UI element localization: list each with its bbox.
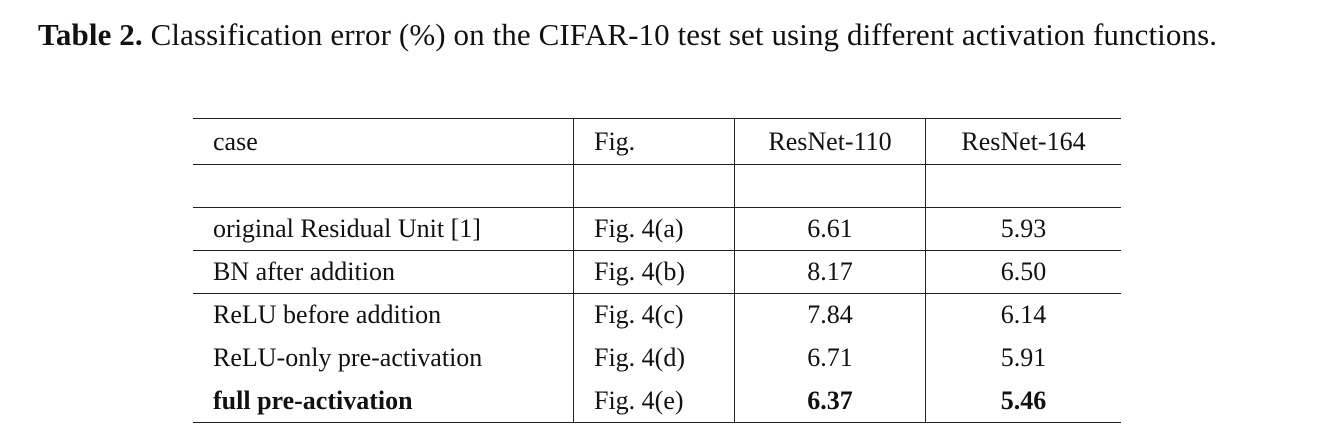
row-case: original Residual Unit [1] bbox=[193, 207, 574, 251]
row-resnet-110: 8.17 bbox=[734, 250, 926, 294]
row-fig: Fig. 4(e) bbox=[573, 379, 735, 423]
table-row: original Residual Unit [1] Fig. 4(a) 6.6… bbox=[193, 207, 1121, 251]
row-resnet-164: 5.91 bbox=[925, 336, 1121, 380]
table-row: ReLU-only pre-activation Fig. 4(d) 6.71 … bbox=[193, 336, 1121, 380]
caption-text: Classification error (%) on the CIFAR-10… bbox=[150, 17, 1218, 52]
header-gap bbox=[193, 164, 1121, 208]
row-case: ReLU-only pre-activation bbox=[213, 343, 483, 372]
header-fig: Fig. bbox=[573, 118, 735, 165]
row-resnet-110: 6.61 bbox=[734, 207, 926, 251]
table-row: BN after addition Fig. 4(b) 8.17 6.50 bbox=[193, 250, 1121, 294]
row-fig: Fig. 4(d) bbox=[573, 336, 735, 380]
results-table: case Fig. ResNet-110 ResNet-164 original… bbox=[193, 118, 1121, 423]
row-resnet-164: 5.46 bbox=[925, 379, 1121, 423]
row-resnet-164: 5.93 bbox=[925, 207, 1121, 251]
caption-label: Table 2. bbox=[38, 17, 143, 52]
row-case: full pre-activation bbox=[193, 379, 574, 423]
row-resnet-110: 6.71 bbox=[734, 336, 926, 380]
row-resnet-110: 6.37 bbox=[734, 379, 926, 423]
header-resnet-110: ResNet-110 bbox=[734, 118, 926, 165]
row-fig: Fig. 4(b) bbox=[573, 250, 735, 294]
header-resnet-164: ResNet-164 bbox=[925, 118, 1121, 165]
row-resnet-164: 6.14 bbox=[925, 293, 1121, 337]
row-case: ReLU before addition bbox=[193, 293, 574, 337]
table-row: ReLU before addition Fig. 4(c) 7.84 6.14 bbox=[193, 293, 1121, 337]
table-header-row: case Fig. ResNet-110 ResNet-164 bbox=[193, 118, 1121, 165]
row-fig: Fig. 4(a) bbox=[573, 207, 735, 251]
table-row: full pre-activation Fig. 4(e) 6.37 5.46 bbox=[193, 379, 1121, 423]
row-case: BN after addition bbox=[193, 250, 574, 294]
row-fig: Fig. 4(c) bbox=[573, 293, 735, 337]
row-resnet-110: 7.84 bbox=[734, 293, 926, 337]
row-resnet-164: 6.50 bbox=[925, 250, 1121, 294]
header-case: case bbox=[193, 118, 574, 165]
table-caption: Table 2. Classification error (%) on the… bbox=[38, 14, 1300, 55]
